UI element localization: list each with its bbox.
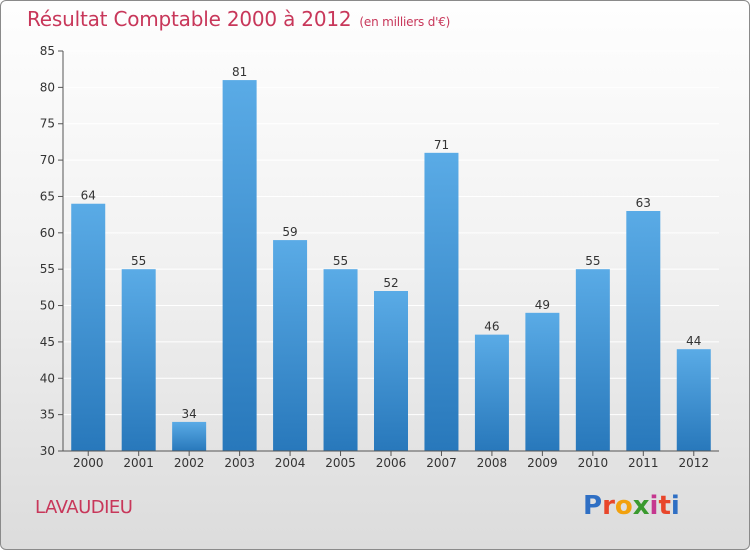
bar-2011 [626, 211, 661, 451]
bar-value-label: 81 [232, 65, 247, 79]
bar-2000 [71, 203, 106, 451]
x-tick-label: 2000 [73, 456, 104, 470]
x-tick-label: 2002 [174, 456, 205, 470]
y-tick-label: 65 [40, 189, 55, 203]
logo-letter: i [649, 491, 659, 521]
bar-2007 [424, 152, 459, 451]
bar-value-label: 55 [333, 254, 348, 268]
bar-value-label: 52 [383, 276, 398, 290]
bar-value-label: 63 [636, 196, 651, 210]
bar-2004 [273, 240, 308, 451]
y-tick-label: 55 [40, 262, 55, 276]
bar-value-label: 44 [686, 334, 701, 348]
y-tick-label: 75 [40, 117, 55, 131]
bar-value-label: 46 [484, 320, 499, 334]
bar-2003 [222, 80, 257, 451]
y-tick-label: 40 [40, 371, 55, 385]
logo-letter: r [602, 491, 615, 521]
bar-2010 [575, 269, 610, 451]
logo-letter: o [614, 491, 633, 521]
bar-2008 [474, 334, 509, 451]
bars: 64 55 34 81 59 55 52 71 46 49 55 63 44 [71, 65, 711, 451]
y-tick-label: 85 [40, 44, 55, 58]
x-tick-label: 2010 [578, 456, 609, 470]
bar-value-label: 55 [131, 254, 146, 268]
y-tick-label: 50 [40, 299, 55, 313]
x-tick-label: 2007 [426, 456, 457, 470]
x-tick-label: 2009 [527, 456, 558, 470]
bar-2005 [323, 269, 358, 451]
x-tick-label: 2001 [123, 456, 154, 470]
y-tick-label: 35 [40, 408, 55, 422]
bar-2009 [525, 312, 560, 451]
bar-value-label: 34 [182, 407, 197, 421]
chart-title-text: Résultat Comptable 2000 à 2012 [27, 7, 352, 31]
y-tick-label: 45 [40, 335, 55, 349]
y-tick-label: 30 [40, 444, 55, 458]
logo-letter: t [658, 491, 671, 521]
x-tick-label: 2008 [477, 456, 508, 470]
bar-value-label: 59 [282, 225, 297, 239]
y-tick-label: 80 [40, 80, 55, 94]
bar-value-label: 64 [81, 189, 96, 203]
proxiti-logo: Proxiti [583, 491, 680, 521]
logo-letter: x [632, 491, 650, 521]
x-tick-label: 2006 [376, 456, 407, 470]
axes: 30 35 40 45 50 55 60 65 70 75 80 85 2000 2001 2002 2003… [40, 44, 719, 470]
bar-value-label: 71 [434, 138, 449, 152]
bar-value-label: 49 [535, 298, 550, 312]
x-tick-label: 2011 [628, 456, 659, 470]
x-tick-label: 2003 [224, 456, 255, 470]
bar-value-label: 55 [585, 254, 600, 268]
bar-2002 [172, 421, 207, 451]
logo-letter: P [583, 491, 603, 521]
y-tick-label: 70 [40, 153, 55, 167]
bar-2012 [676, 349, 711, 451]
y-tick-label: 60 [40, 226, 55, 240]
bar-2006 [374, 291, 408, 451]
x-tick-label: 2012 [678, 456, 709, 470]
x-tick-label: 2005 [325, 456, 356, 470]
commune-name: LAVAUDIEU [35, 497, 133, 518]
logo-letter: i [670, 491, 680, 521]
chart-subtitle: (en milliers d'€) [359, 15, 451, 29]
chart-title: Résultat Comptable 2000 à 2012 (en millie… [27, 7, 450, 31]
bar-2001 [121, 269, 156, 451]
x-tick-label: 2004 [275, 456, 306, 470]
